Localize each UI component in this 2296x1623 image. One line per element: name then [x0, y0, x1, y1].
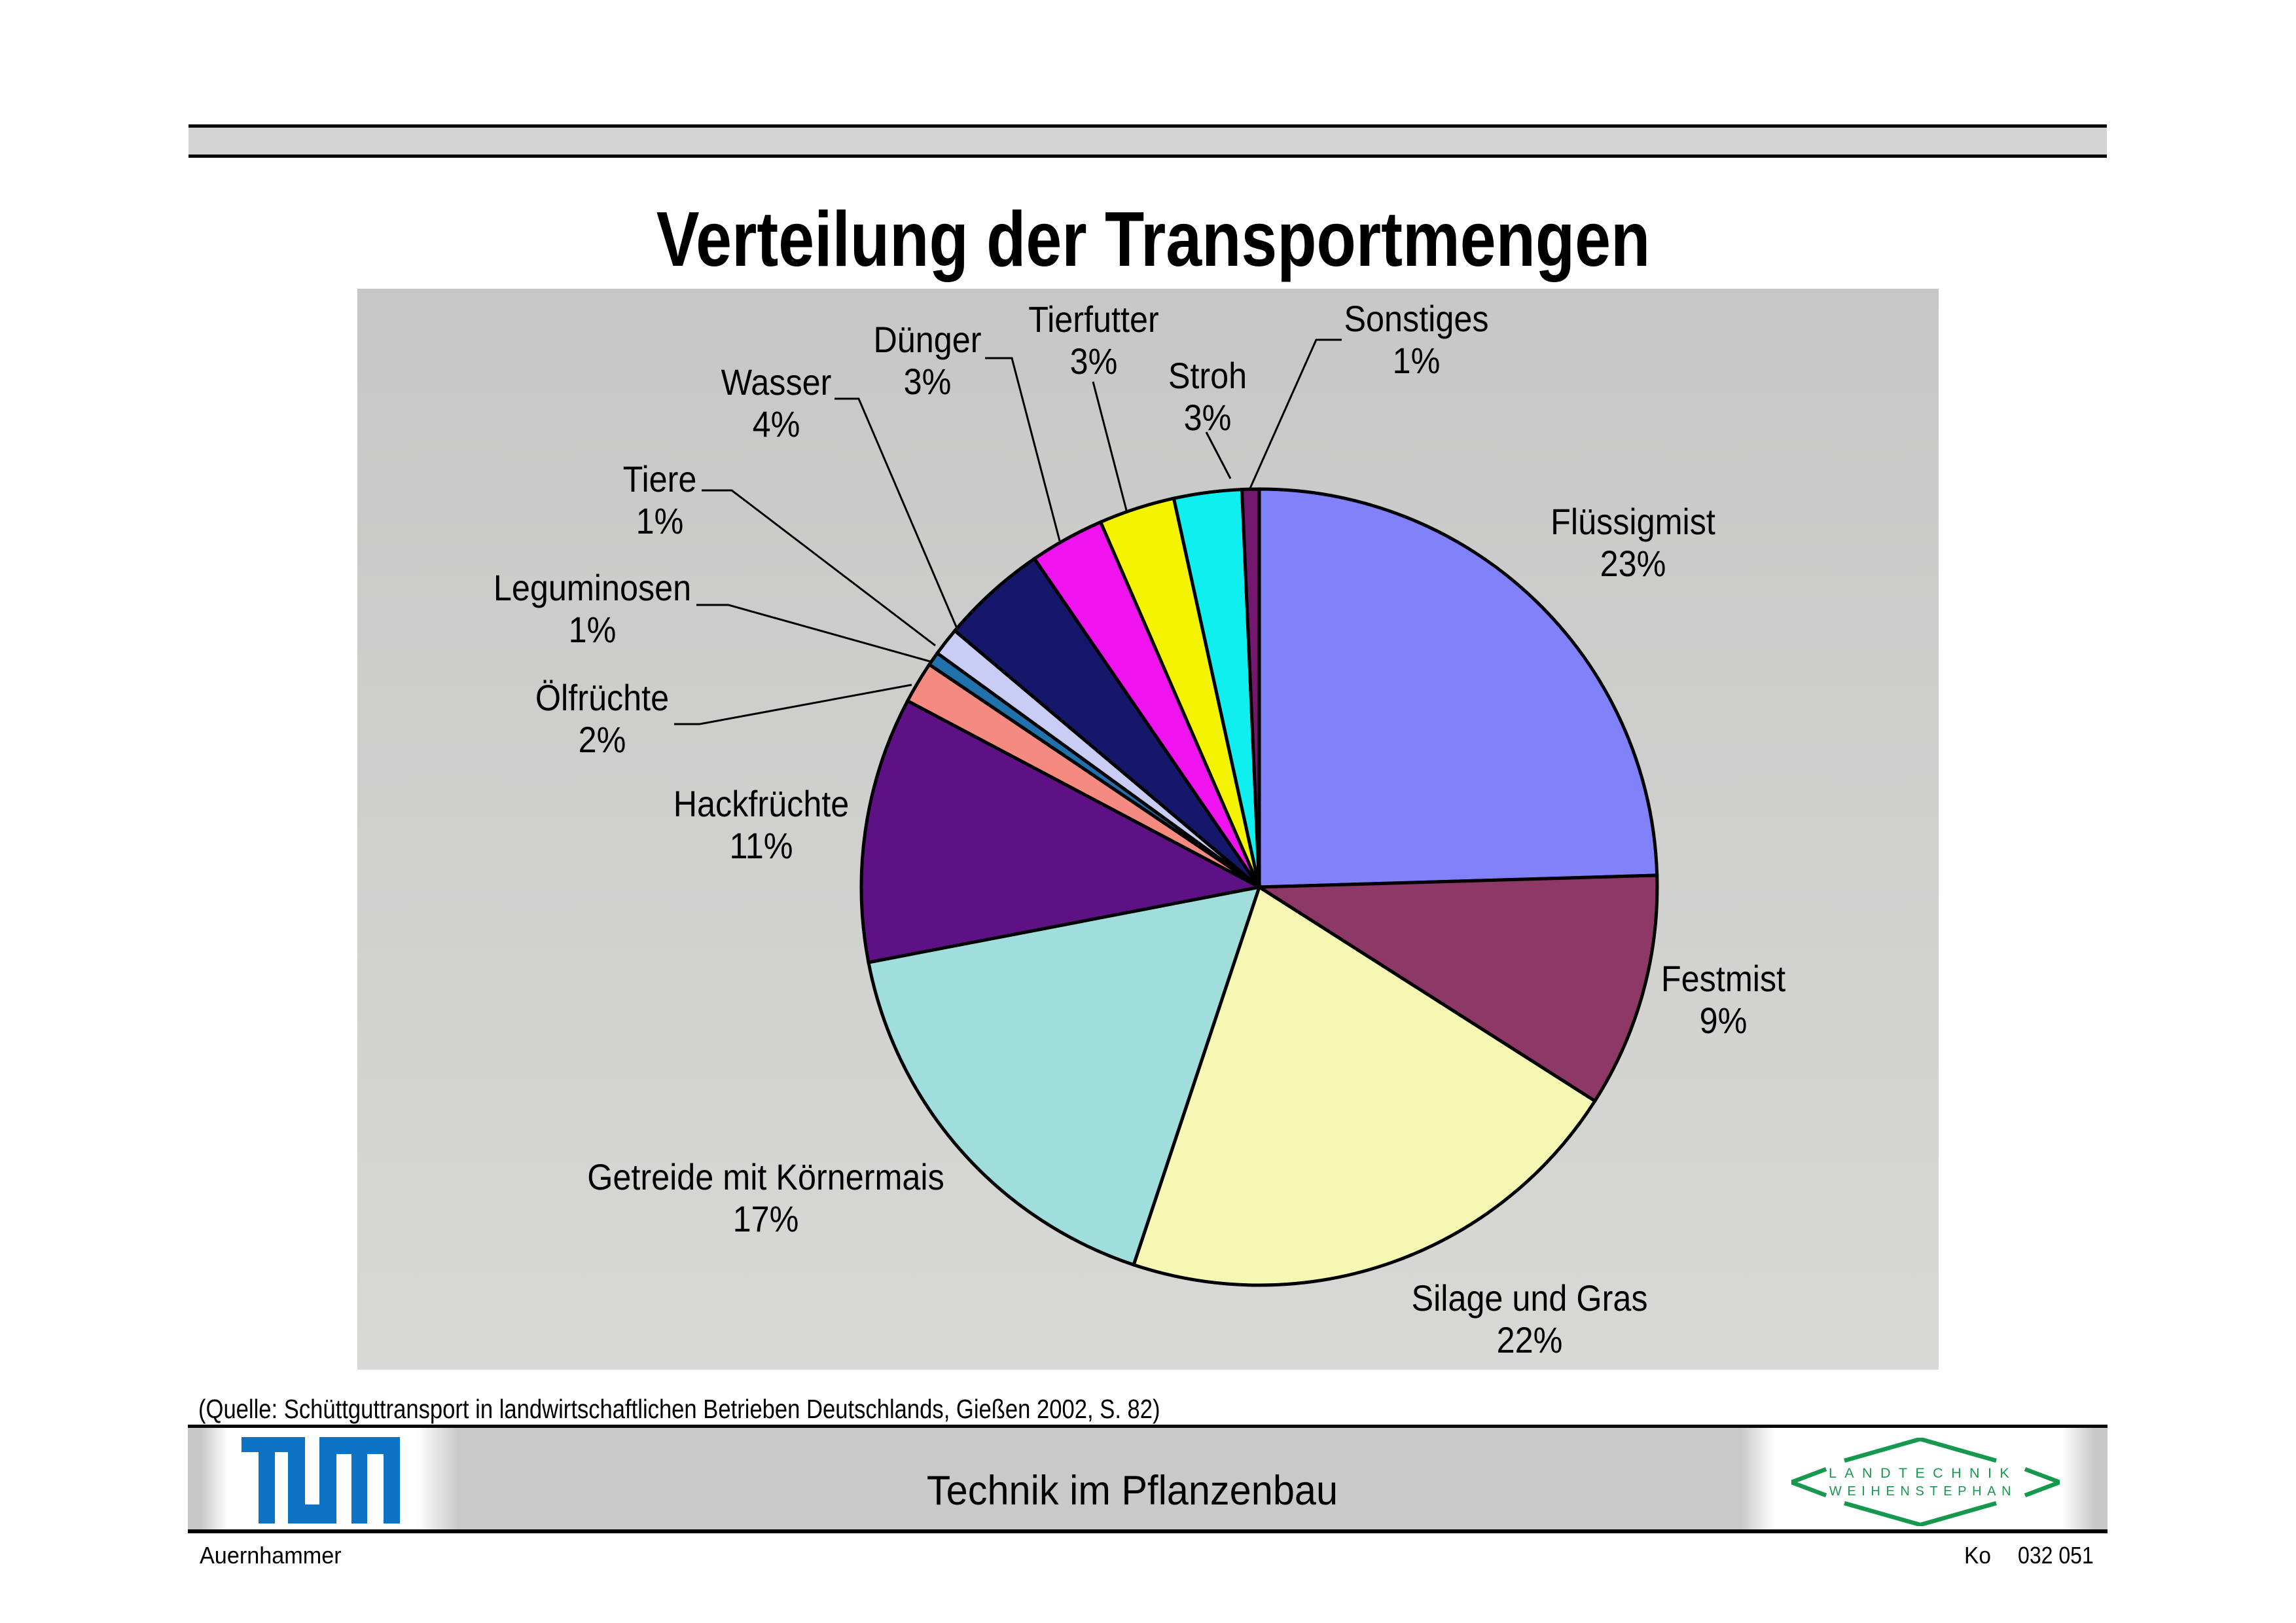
- svg-text:LANDTECHNIK: LANDTECHNIK: [1829, 1465, 2017, 1481]
- svg-text:WEIHENSTEPHAN: WEIHENSTEPHAN: [1829, 1484, 2017, 1499]
